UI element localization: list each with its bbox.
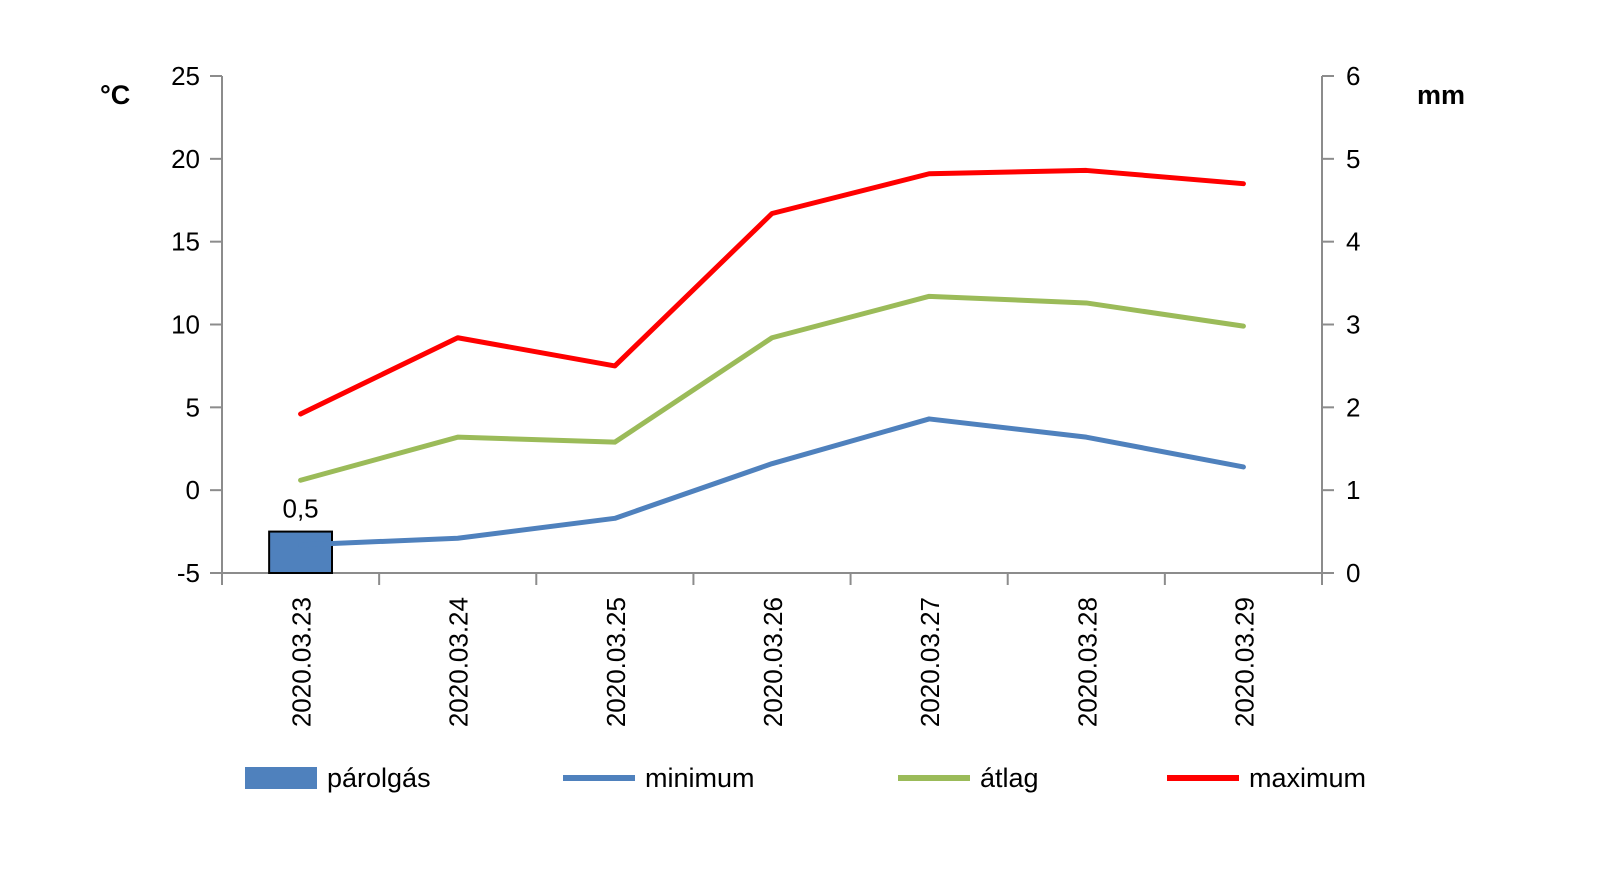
x-tick-label: 2020.03.27: [915, 597, 945, 727]
right-tick-label: 6: [1346, 61, 1360, 91]
legend: párolgás minimum átlag maximum: [245, 763, 1366, 793]
tick-marks: -5 0 5 10 15 20 25 0 1 2 3 4 5 6 2020.03.23 2020.03.24 2…: [171, 61, 1360, 727]
legend-label: párolgás: [327, 763, 431, 793]
series-line-átlag: [298, 293, 1246, 483]
right-tick-label: 3: [1346, 310, 1360, 340]
x-tick-label: 2020.03.26: [758, 597, 788, 727]
bar-data-label: 0,5: [282, 494, 318, 524]
right-tick-label: 0: [1346, 558, 1360, 588]
legend-label: minimum: [645, 763, 755, 793]
left-tick-label: 20: [171, 144, 200, 174]
x-tick-label: 2020.03.24: [444, 597, 474, 727]
right-axis-unit: mm: [1417, 80, 1465, 110]
x-tick-label: 2020.03.28: [1072, 597, 1102, 727]
left-tick-label: 10: [171, 310, 200, 340]
series-line-minimum: [298, 416, 1246, 548]
x-tick-label: 2020.03.29: [1229, 597, 1259, 727]
right-tick-label: 1: [1346, 475, 1360, 505]
bar-parolgas: [268, 530, 333, 574]
data-labels-layer: 0,5: [282, 494, 318, 524]
right-tick-label: 2: [1346, 392, 1360, 422]
series-line-maximum: [298, 167, 1246, 417]
line-series-layer: [298, 167, 1246, 548]
right-tick-label: 5: [1346, 144, 1360, 174]
left-axis-unit: °C: [100, 80, 130, 110]
left-tick-label: 0: [186, 475, 200, 505]
legend-swatch-bar: [245, 767, 317, 789]
left-tick-label: 25: [171, 61, 200, 91]
left-tick-label: 5: [186, 392, 200, 422]
left-tick-label: -5: [177, 558, 200, 588]
x-tick-label: 2020.03.23: [287, 597, 317, 727]
left-tick-label: 15: [171, 227, 200, 257]
x-tick-label: 2020.03.25: [601, 597, 631, 727]
bar-series-layer: [268, 530, 333, 574]
legend-label: átlag: [980, 763, 1039, 793]
right-tick-label: 4: [1346, 227, 1360, 257]
legend-label: maximum: [1249, 763, 1366, 793]
